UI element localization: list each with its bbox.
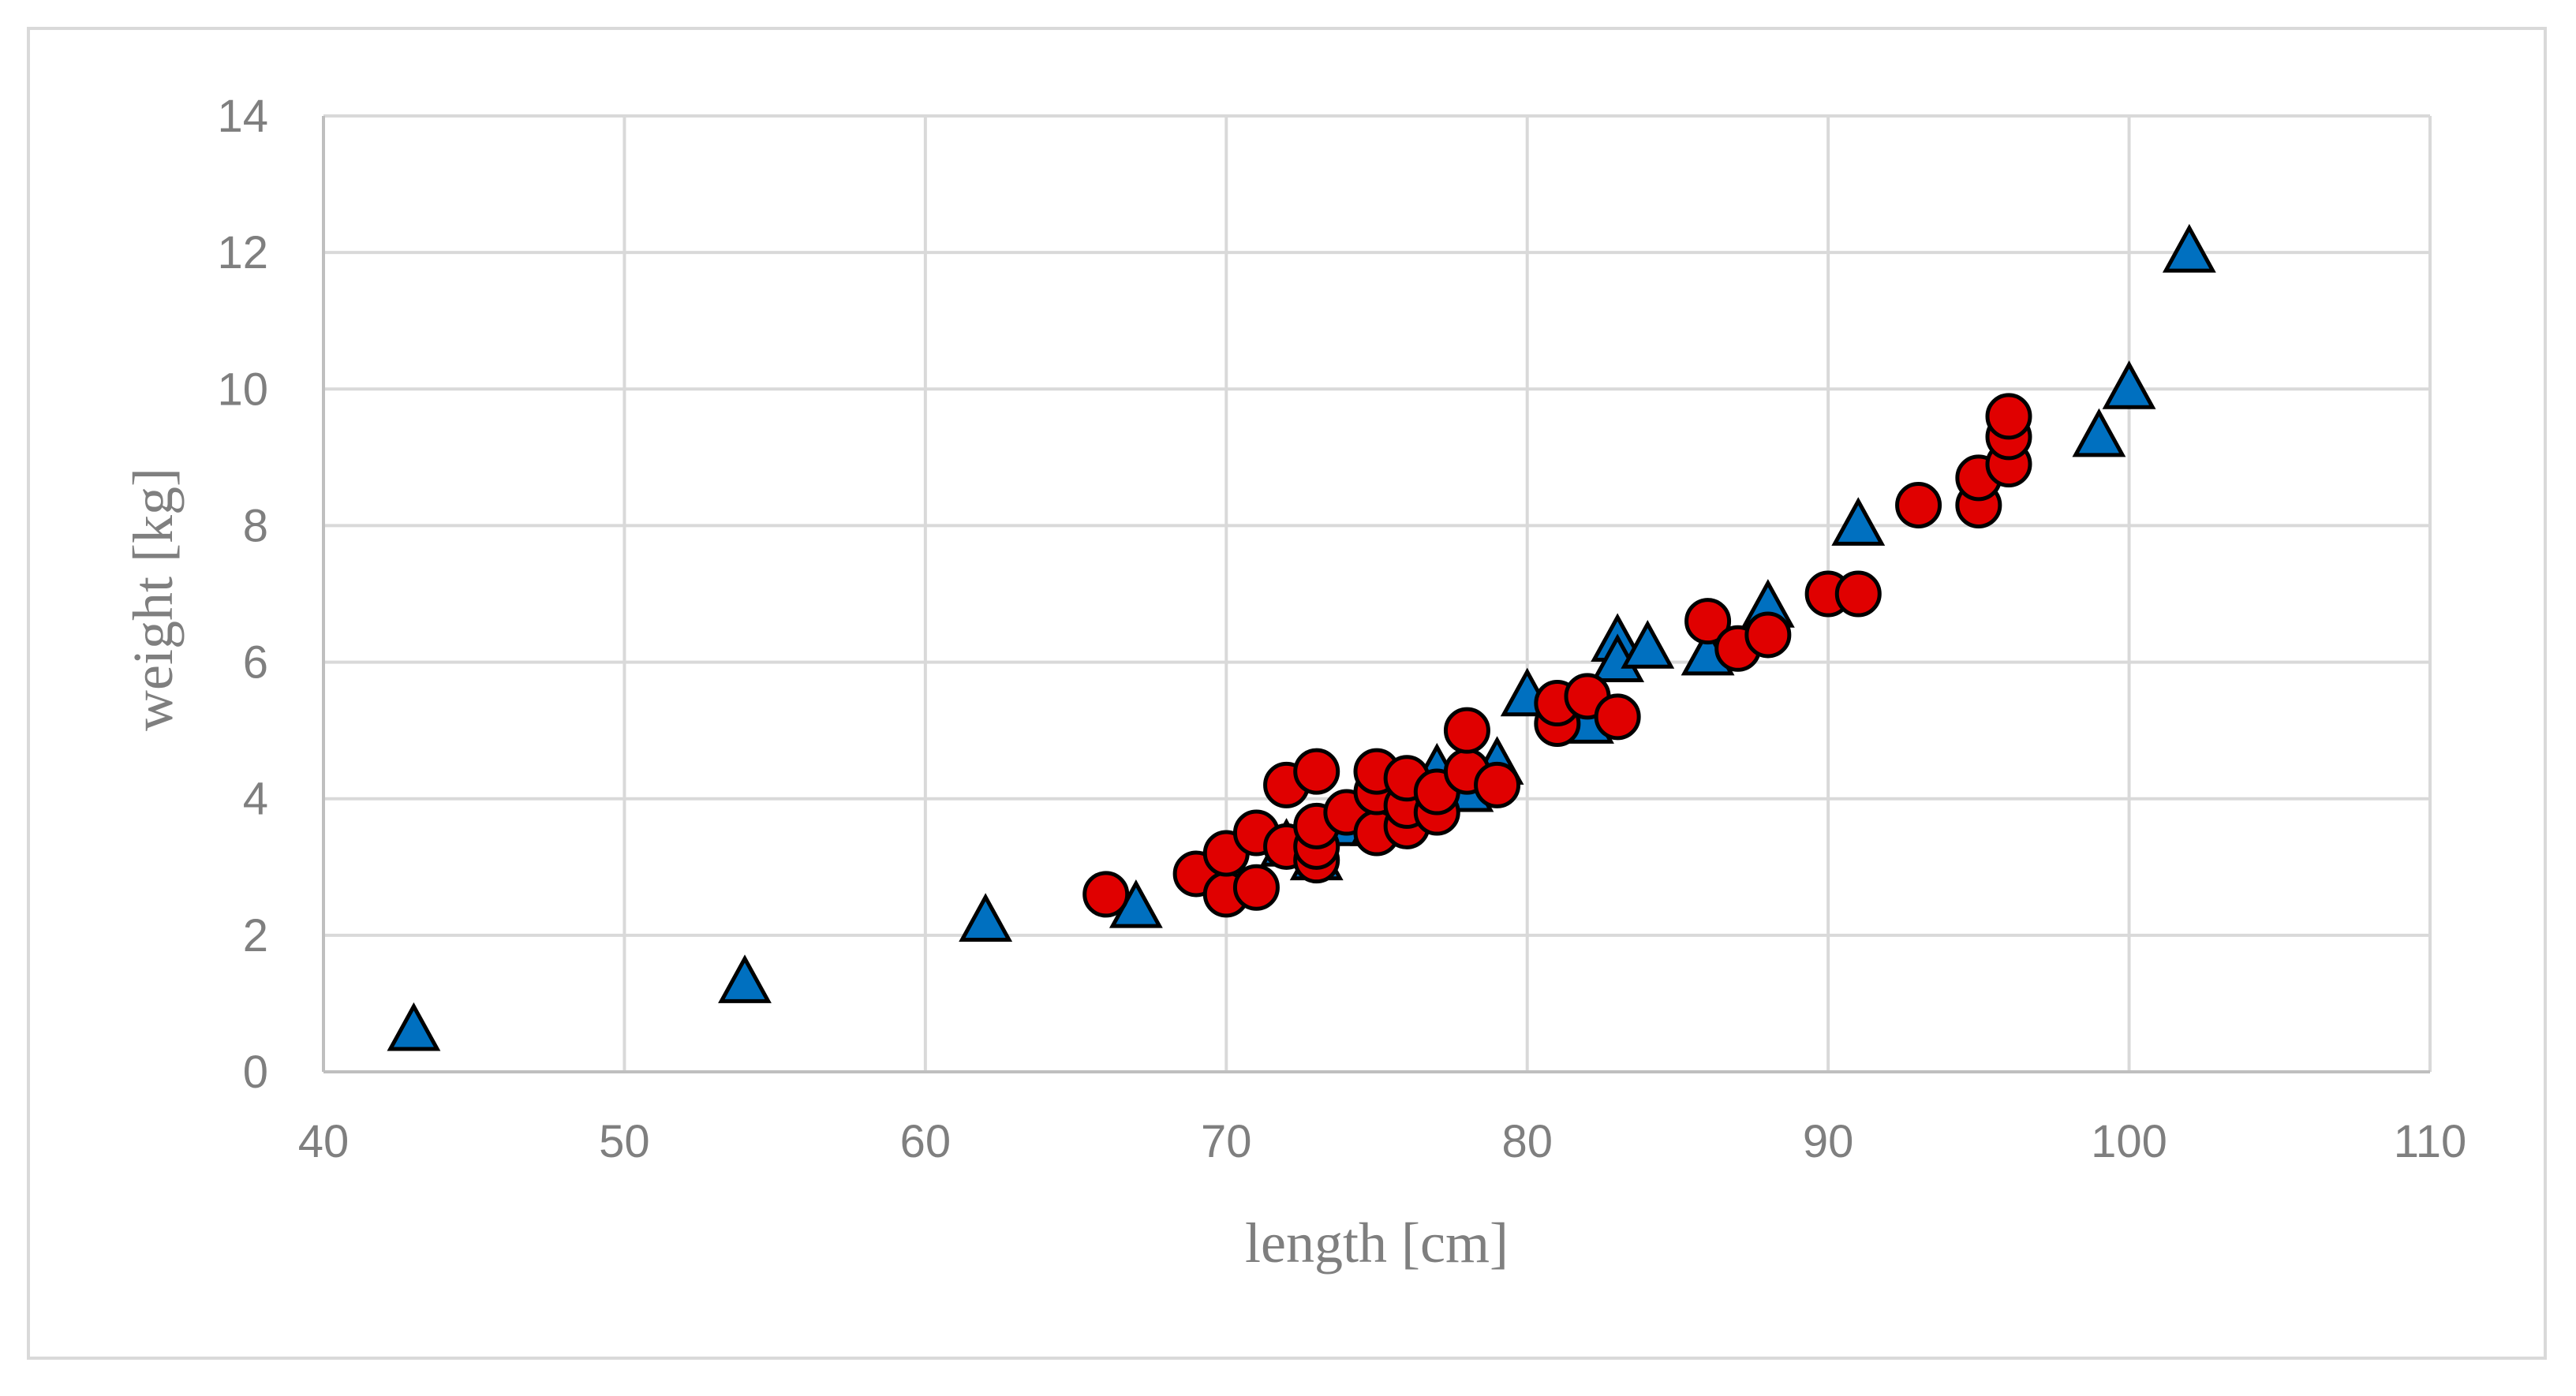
- x-tick-label: 50: [599, 1116, 650, 1167]
- circle-point: [1082, 871, 1130, 918]
- x-tick-label: 100: [2091, 1116, 2167, 1167]
- x-tick-label: 80: [1501, 1116, 1553, 1167]
- triangle-point: [2072, 408, 2126, 457]
- circle-point: [1232, 864, 1280, 911]
- y-tick-label: 12: [217, 227, 268, 278]
- x-tick-label: 110: [2394, 1116, 2466, 1167]
- y-tick-label: 6: [243, 637, 268, 689]
- circle-point: [1744, 611, 1792, 659]
- x-tick-label: 40: [298, 1116, 350, 1167]
- chart-frame: [27, 27, 2547, 1360]
- triangle-point: [718, 954, 772, 1003]
- triangle-point: [959, 893, 1013, 942]
- triangle-point: [387, 1002, 441, 1051]
- circle-point: [1684, 598, 1732, 645]
- data-markers: [387, 223, 2216, 1051]
- y-tick-label: 8: [243, 500, 268, 551]
- x-tick-label: 90: [1803, 1116, 1854, 1167]
- circle-point: [1895, 481, 1942, 528]
- x-axis-title: length [cm]: [1245, 1211, 1509, 1275]
- y-tick-label: 4: [243, 774, 268, 825]
- y-tick-label: 2: [243, 910, 268, 961]
- circle-point: [1474, 761, 1521, 808]
- gridlines: [323, 114, 2432, 1072]
- y-tick-label: 10: [217, 364, 268, 415]
- y-axis-title: weight [kg]: [122, 468, 185, 731]
- x-tick-label: 60: [900, 1116, 952, 1167]
- y-tick-label: 0: [243, 1047, 268, 1098]
- axes: [322, 116, 2430, 1073]
- circle-point: [1443, 707, 1490, 754]
- circle-point: [1985, 393, 2032, 440]
- y-tick-label: 14: [217, 91, 268, 142]
- triangle-point: [1621, 620, 1675, 669]
- x-tick-label: 70: [1201, 1116, 1252, 1167]
- triangle-point: [2102, 360, 2156, 409]
- circle-point: [1594, 693, 1641, 741]
- circle-point: [1834, 570, 1882, 618]
- tick-labels: 40 50 60 70 80 90 100 110 0 2 4 6 8 10 12 14: [217, 91, 2466, 1167]
- triangle-point: [2162, 223, 2216, 273]
- triangle-point: [1831, 497, 1886, 546]
- circle-point: [1293, 748, 1340, 795]
